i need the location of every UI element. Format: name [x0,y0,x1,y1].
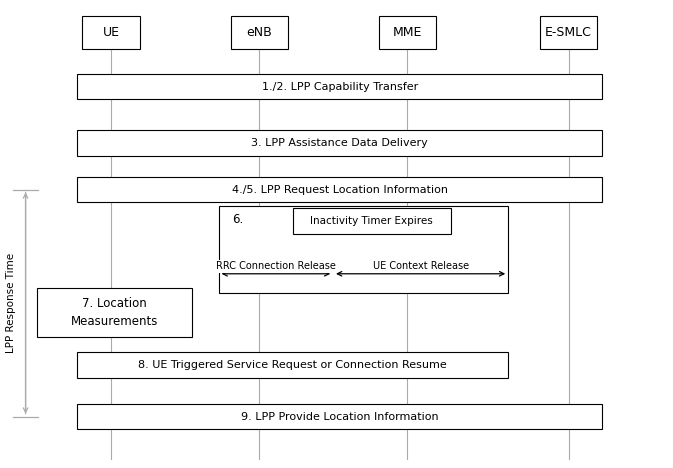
FancyBboxPatch shape [77,130,602,155]
Text: MME: MME [392,26,422,39]
FancyBboxPatch shape [540,16,598,49]
Text: RRC Connection Release: RRC Connection Release [216,262,336,271]
FancyBboxPatch shape [77,176,602,202]
Text: 8. UE Triggered Service Request or Connection Resume: 8. UE Triggered Service Request or Conne… [139,360,447,370]
Text: 3. LPP Assistance Data Delivery: 3. LPP Assistance Data Delivery [252,138,428,148]
FancyBboxPatch shape [37,288,192,337]
Text: 1./2. LPP Capability Transfer: 1./2. LPP Capability Transfer [262,81,418,92]
FancyBboxPatch shape [293,208,451,234]
FancyBboxPatch shape [378,16,436,49]
FancyBboxPatch shape [230,16,288,49]
Text: 4./5. LPP Request Location Information: 4./5. LPP Request Location Information [232,184,448,195]
Text: Inactivity Timer Expires: Inactivity Timer Expires [310,216,433,226]
Text: UE Context Release: UE Context Release [373,262,468,271]
FancyBboxPatch shape [82,16,140,49]
FancyBboxPatch shape [77,352,508,378]
Text: 9. LPP Provide Location Information: 9. LPP Provide Location Information [241,411,439,422]
Text: eNB: eNB [246,26,272,39]
Text: UE: UE [102,26,120,39]
FancyBboxPatch shape [219,206,508,292]
FancyBboxPatch shape [77,73,602,99]
Text: 6.: 6. [232,213,244,227]
FancyBboxPatch shape [77,403,602,430]
Text: E-SMLC: E-SMLC [545,26,592,39]
Text: 7. Location
Measurements: 7. Location Measurements [71,297,158,328]
Text: LPP Response Time: LPP Response Time [6,253,15,353]
